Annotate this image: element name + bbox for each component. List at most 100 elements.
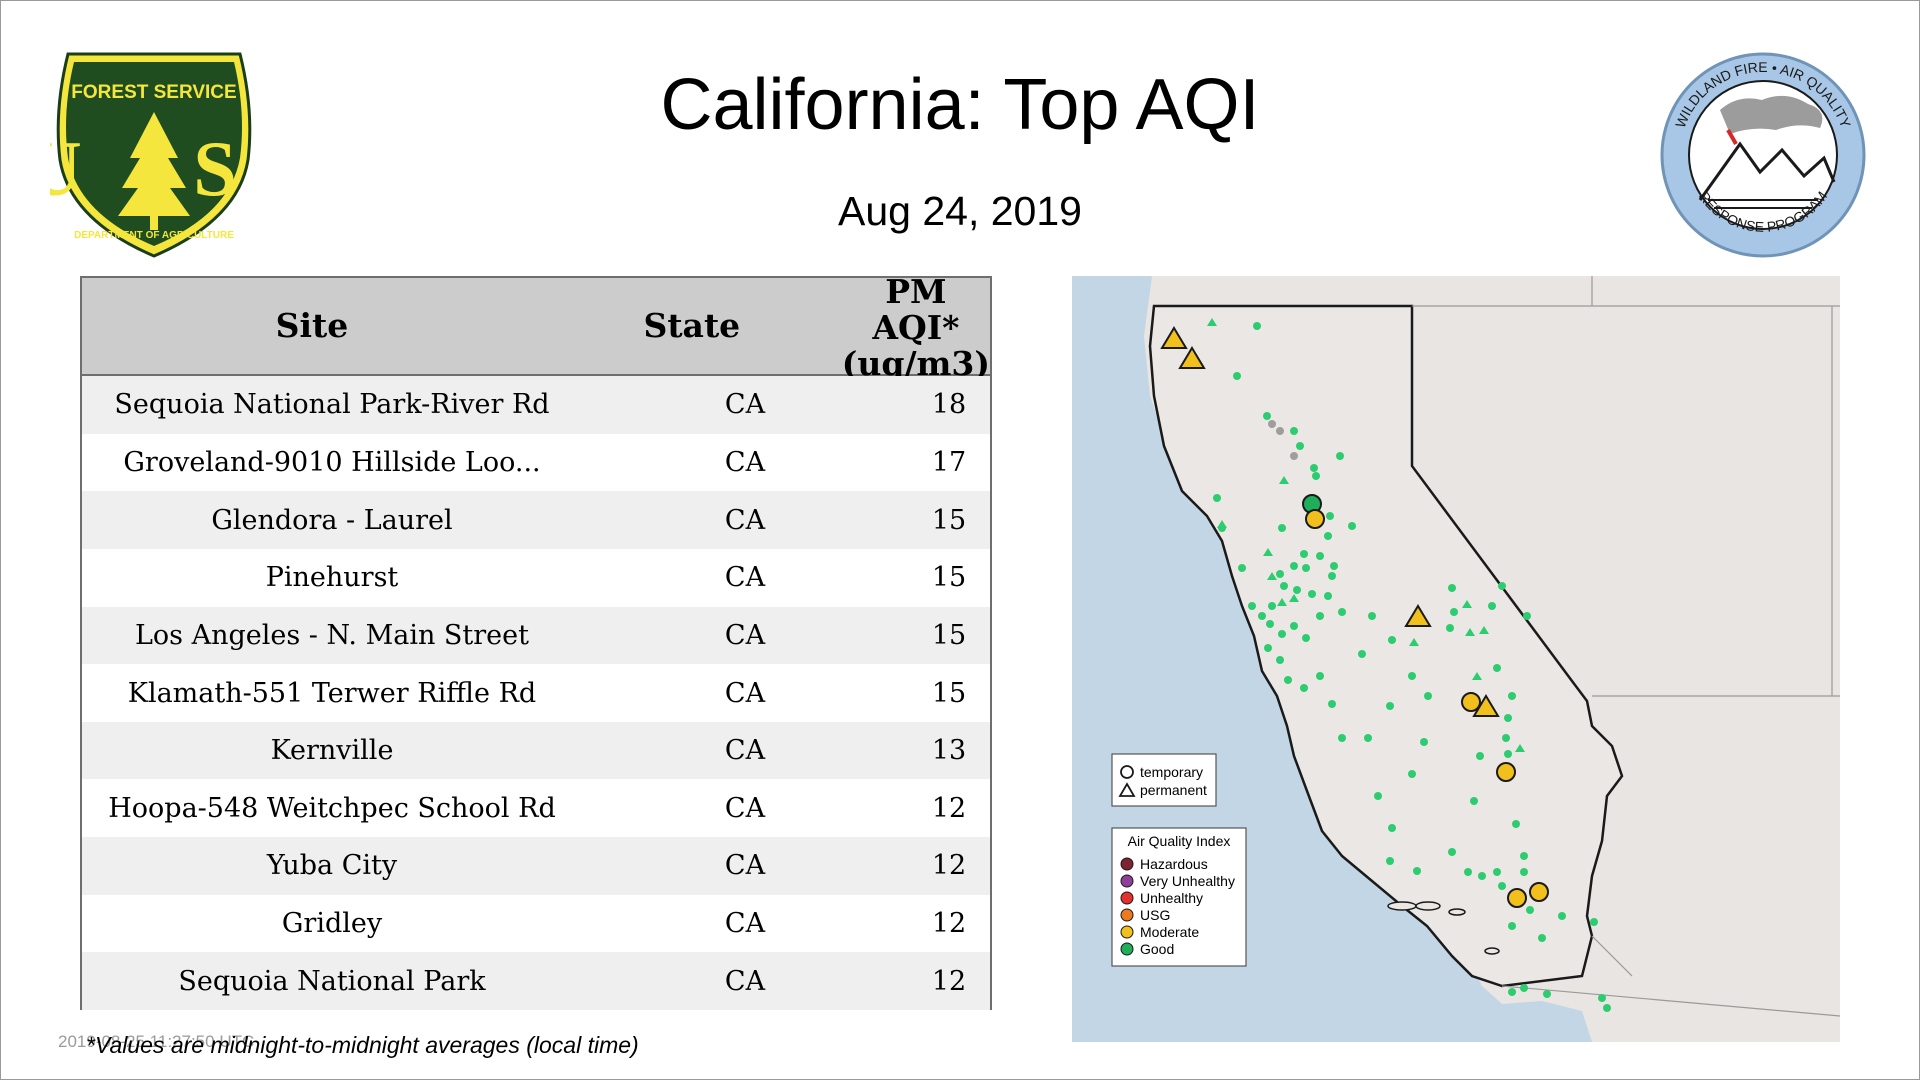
footnote: *Values are midnight-to-midnight average… bbox=[86, 1032, 639, 1058]
site-marker bbox=[1479, 626, 1489, 634]
moderate-temporary-site bbox=[1461, 692, 1481, 712]
moderate-permanent-site bbox=[1160, 326, 1188, 349]
moderate-temporary-site bbox=[1496, 762, 1516, 782]
cell-site: Yuba City bbox=[266, 850, 398, 882]
site-marker bbox=[1263, 412, 1271, 420]
channel-island bbox=[1448, 908, 1466, 916]
site-marker bbox=[1300, 550, 1308, 558]
site-marker bbox=[1312, 472, 1320, 480]
site-marker bbox=[1424, 692, 1432, 700]
site-marker bbox=[1263, 548, 1273, 556]
table-row: Sequoia National Park CA 12 bbox=[82, 952, 990, 1011]
temporary-icon bbox=[1120, 765, 1134, 779]
site-marker bbox=[1328, 572, 1336, 580]
site-marker bbox=[1498, 582, 1506, 590]
site-marker bbox=[1338, 608, 1346, 616]
site-marker bbox=[1472, 672, 1482, 680]
table-row: Groveland-9010 Hillside Loo... CA 17 bbox=[82, 433, 990, 492]
site-marker bbox=[1300, 684, 1308, 692]
site-marker bbox=[1324, 592, 1332, 600]
site-marker bbox=[1213, 494, 1221, 502]
cell-aqi: 17 bbox=[931, 446, 967, 478]
moderate-temporary-site bbox=[1305, 509, 1325, 529]
smoke-icon bbox=[1720, 95, 1823, 134]
moderate-swatch bbox=[1120, 925, 1134, 939]
cell-aqi: 12 bbox=[931, 792, 967, 824]
site-marker bbox=[1508, 988, 1516, 996]
cell-site: Kernville bbox=[270, 735, 394, 767]
site-marker bbox=[1488, 602, 1496, 610]
table-row: Yuba City CA 12 bbox=[82, 837, 990, 895]
site-marker bbox=[1278, 630, 1286, 638]
site-marker bbox=[1290, 427, 1298, 435]
cell-site: Los Angeles - N. Main Street bbox=[134, 619, 529, 651]
table-row: Pinehurst CA 15 bbox=[82, 548, 990, 607]
cell-aqi: 15 bbox=[931, 562, 967, 594]
site-marker bbox=[1526, 906, 1534, 914]
site-marker bbox=[1598, 994, 1606, 1002]
site-marker bbox=[1408, 770, 1416, 778]
moderate-temporary-site bbox=[1529, 882, 1549, 902]
usfs-logo: FOREST SERVICE U S DEPARTMENT OF AGRICUL… bbox=[25, 50, 258, 260]
cell-state: CA bbox=[724, 677, 766, 709]
aqi-map: temporary permanent Air Quality Index Ha… bbox=[1072, 276, 1840, 1042]
cell-state: CA bbox=[724, 908, 766, 940]
site-marker bbox=[1448, 848, 1456, 856]
site-marker bbox=[1266, 620, 1274, 628]
site-marker bbox=[1504, 714, 1512, 722]
cell-state: CA bbox=[724, 965, 766, 997]
legend-very-unhealthy: Very Unhealthy bbox=[1140, 873, 1235, 889]
channel-island bbox=[1484, 947, 1500, 955]
site-marker bbox=[1493, 868, 1501, 876]
site-marker bbox=[1498, 882, 1506, 890]
site-marker bbox=[1476, 752, 1484, 760]
site-marker bbox=[1465, 628, 1475, 636]
site-marker bbox=[1508, 922, 1516, 930]
site-marker bbox=[1310, 464, 1318, 472]
moderate-permanent-site bbox=[1404, 604, 1432, 627]
site-marker bbox=[1326, 512, 1334, 520]
site-marker bbox=[1330, 562, 1338, 570]
table-row: Glendora - Laurel CA 15 bbox=[82, 491, 990, 549]
site-marker bbox=[1233, 372, 1241, 380]
site-marker bbox=[1316, 612, 1324, 620]
legend-unhealthy: Unhealthy bbox=[1140, 890, 1203, 906]
cell-site: Pinehurst bbox=[265, 562, 399, 594]
cell-site: Sequoia National Park bbox=[178, 965, 486, 997]
legend-temporary: temporary bbox=[1140, 764, 1203, 780]
site-marker bbox=[1388, 636, 1396, 644]
site-marker bbox=[1520, 852, 1528, 860]
col-aqi-unit: (ug/m3) bbox=[841, 344, 990, 383]
cell-aqi: 12 bbox=[931, 908, 967, 940]
good-sites bbox=[1213, 322, 1611, 1012]
channel-island bbox=[1387, 901, 1417, 911]
col-site-header: Site bbox=[275, 306, 349, 345]
site-marker bbox=[1538, 934, 1546, 942]
usfs-bottom-text: DEPARTMENT OF AGRICULTURE bbox=[74, 230, 234, 241]
cell-state: CA bbox=[724, 735, 766, 767]
site-marker bbox=[1512, 820, 1520, 828]
site-marker bbox=[1558, 912, 1566, 920]
cell-site: Hoopa-548 Weitchpec School Rd bbox=[108, 792, 556, 824]
legend-moderate: Moderate bbox=[1140, 924, 1199, 940]
site-marker bbox=[1590, 918, 1598, 926]
table-row: Hoopa-548 Weitchpec School Rd CA 12 bbox=[82, 779, 990, 838]
cell-aqi: 12 bbox=[931, 850, 967, 882]
moderate-permanent-site bbox=[1178, 346, 1206, 369]
site-marker bbox=[1470, 797, 1478, 805]
very-unhealthy-swatch bbox=[1120, 874, 1134, 888]
site-marker bbox=[1388, 824, 1396, 832]
site-marker bbox=[1290, 562, 1298, 570]
site-marker bbox=[1448, 584, 1456, 592]
wildland-fire-logo: WILDLAND FIRE • AIR QUALITY RESPONSE PRO… bbox=[1658, 50, 1868, 260]
site-marker bbox=[1493, 664, 1501, 672]
site-marker bbox=[1520, 984, 1528, 992]
mountain-icon bbox=[1698, 141, 1836, 201]
site-marker bbox=[1284, 676, 1292, 684]
cell-site: Groveland-9010 Hillside Loo... bbox=[123, 446, 541, 478]
shape-legend: temporary permanent bbox=[1111, 753, 1217, 807]
cell-aqi: 15 bbox=[931, 504, 967, 536]
site-marker bbox=[1276, 570, 1284, 578]
aqi-table: Site State PM AQI* (ug/m3) Sequoia Natio… bbox=[80, 274, 992, 1011]
site-marker bbox=[1450, 608, 1458, 616]
